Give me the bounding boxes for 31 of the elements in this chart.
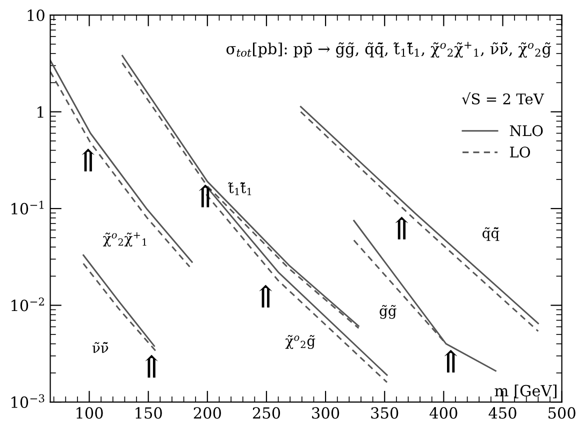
x-tick-label: 200 bbox=[194, 407, 221, 419]
x-tick-label: 300 bbox=[312, 407, 340, 419]
annotation: √S = 2 TeV bbox=[462, 92, 544, 105]
y-tick-label: 10$^{−1}$ bbox=[12, 200, 44, 214]
annotation: ⇑ bbox=[444, 350, 458, 373]
x-tick-label: 400 bbox=[430, 407, 458, 419]
annotation: t̃$_{1}$t̃̄$_{1}$ bbox=[228, 182, 252, 196]
chart-title: σ$_{tot}$[pb]: pp̄ → g̃g̃, q̃q̃̄, t̃$_{1}$t̃̄$_{1}$, χ̃$^{o}$$_{2}$χ̃$^{+}$$_{1}$, ν̃ν̃̄, χ̃$^{o}$$_{2}$g̃ bbox=[226, 42, 552, 58]
y-tick-label: 10 bbox=[28, 10, 44, 22]
annotation: q̃q̃̄ bbox=[482, 227, 500, 241]
annotation: ⇑ bbox=[395, 216, 408, 240]
x-tick-label: 100 bbox=[76, 407, 103, 419]
y-tick-label: 1 bbox=[38, 106, 44, 118]
annotation: ⇑ bbox=[199, 184, 212, 208]
annotation: ⇑ bbox=[82, 148, 94, 172]
legend-label: LO bbox=[510, 146, 530, 158]
annotation: g̃g̃ bbox=[380, 304, 396, 319]
y-tick-label: 10$^{−2}$ bbox=[12, 298, 44, 312]
x-tick-label: 150 bbox=[136, 407, 162, 419]
x-tick-label: 450 bbox=[488, 407, 516, 419]
annotation: ν̃ν̃̄ bbox=[92, 342, 108, 353]
annotation: χ̃$^{o}$$_{2}$g̃ bbox=[285, 335, 316, 349]
annotation: ⇑ bbox=[259, 284, 272, 308]
annotation: χ̃$^{o}$$_{2}$χ̃$^{+}$$_{1}$ bbox=[103, 232, 146, 247]
annotation: ⇑ bbox=[145, 354, 158, 378]
x-tick-label: 350 bbox=[371, 407, 398, 419]
y-tick-label: 10$^{−3}$ bbox=[12, 394, 44, 408]
x-tick-label: 250 bbox=[252, 407, 280, 419]
x-axis-title: m [GeV] bbox=[494, 384, 556, 398]
x-tick-label: 500 bbox=[548, 407, 576, 419]
legend-label: NLO bbox=[510, 125, 543, 136]
